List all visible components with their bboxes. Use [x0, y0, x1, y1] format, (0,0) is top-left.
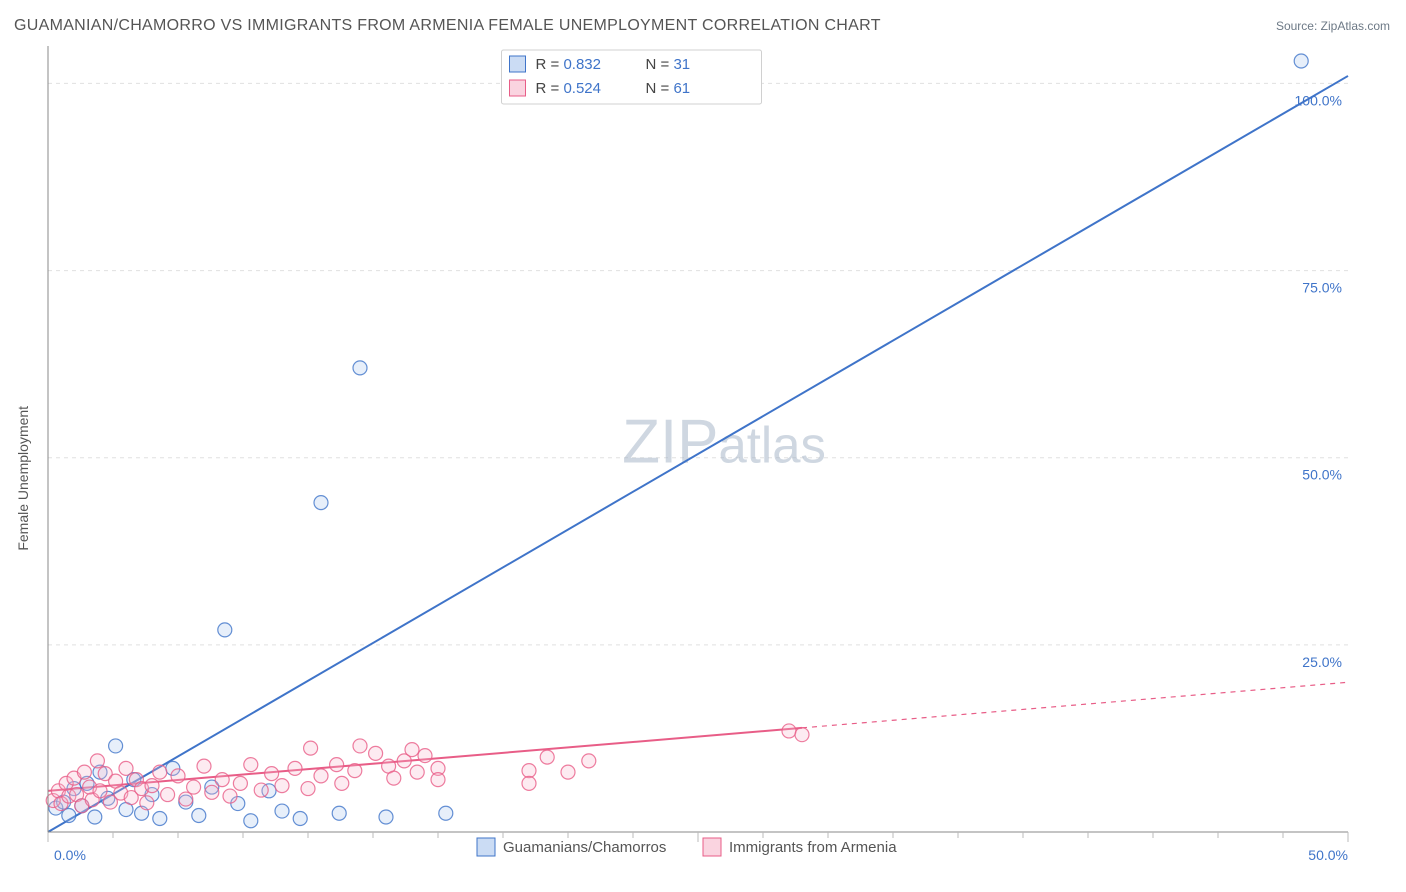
- scatter-point-guamanian: [379, 810, 393, 824]
- y-tick-label: 25.0%: [1302, 654, 1342, 670]
- scatter-point-armenia: [314, 769, 328, 783]
- scatter-point-guamanian: [275, 804, 289, 818]
- chart-title: GUAMANIAN/CHAMORRO VS IMMIGRANTS FROM AR…: [14, 17, 881, 34]
- x-tick-label: 50.0%: [1308, 847, 1348, 863]
- scatter-point-armenia: [387, 771, 401, 785]
- legend-swatch-armenia: [510, 80, 526, 96]
- scatter-point-armenia: [215, 773, 229, 787]
- scatter-point-guamanian: [109, 739, 123, 753]
- scatter-point-armenia: [301, 782, 315, 796]
- scatter-point-armenia: [418, 749, 432, 763]
- scatter-point-armenia: [90, 754, 104, 768]
- bottom-legend-swatch-guamanian: [477, 838, 495, 856]
- scatter-point-armenia: [522, 776, 536, 790]
- scatter-point-armenia: [223, 789, 237, 803]
- y-tick-label: 50.0%: [1302, 467, 1342, 483]
- legend-n-armenia: N = 61: [646, 80, 691, 97]
- scatter-point-armenia: [795, 728, 809, 742]
- scatter-point-guamanian: [314, 496, 328, 510]
- scatter-point-guamanian: [62, 809, 76, 823]
- scatter-point-armenia: [288, 761, 302, 775]
- scatter-point-armenia: [265, 767, 279, 781]
- scatter-point-armenia: [187, 780, 201, 794]
- scatter-point-guamanian: [439, 806, 453, 820]
- scatter-point-guamanian: [293, 812, 307, 826]
- scatter-point-armenia: [179, 792, 193, 806]
- scatter-point-armenia: [431, 773, 445, 787]
- scatter-point-guamanian: [332, 806, 346, 820]
- scatter-point-guamanian: [353, 361, 367, 375]
- scatter-point-armenia: [522, 764, 536, 778]
- scatter-point-armenia: [119, 761, 133, 775]
- bottom-legend-swatch-armenia: [703, 838, 721, 856]
- scatter-point-armenia: [197, 759, 211, 773]
- scatter-point-guamanian: [153, 812, 167, 826]
- scatter-point-armenia: [335, 776, 349, 790]
- x-tick-label: 0.0%: [54, 847, 86, 863]
- scatter-point-armenia: [93, 784, 107, 798]
- scatter-point-armenia: [161, 788, 175, 802]
- scatter-point-armenia: [275, 779, 289, 793]
- correlation-chart: 25.0% 50.0% 75.0% 100.0% ZIPatlas 0.0% 50.0% GU…: [0, 0, 1406, 892]
- scatter-point-guamanian: [1294, 54, 1308, 68]
- scatter-point-guamanian: [244, 814, 258, 828]
- scatter-point-armenia: [348, 764, 362, 778]
- scatter-point-armenia: [405, 743, 419, 757]
- scatter-point-armenia: [353, 739, 367, 753]
- scatter-point-guamanian: [218, 623, 232, 637]
- y-axis-label: Female Unemployment: [15, 406, 31, 551]
- scatter-point-guamanian: [192, 809, 206, 823]
- scatter-point-armenia: [244, 758, 258, 772]
- watermark: ZIPatlas: [622, 408, 826, 477]
- scatter-point-armenia: [540, 750, 554, 764]
- scatter-point-armenia: [153, 765, 167, 779]
- y-tick-label: 75.0%: [1302, 280, 1342, 296]
- scatter-point-armenia: [254, 783, 268, 797]
- legend-swatch-guamanian: [510, 56, 526, 72]
- scatter-point-armenia: [77, 765, 91, 779]
- legend-r-guamanian: R = 0.832: [536, 56, 601, 73]
- legend-r-armenia: R = 0.524: [536, 80, 601, 97]
- legend-n-guamanian: N = 31: [646, 56, 691, 73]
- scatter-point-armenia: [369, 746, 383, 760]
- scatter-point-armenia: [145, 779, 159, 793]
- scatter-point-armenia: [782, 724, 796, 738]
- scatter-point-armenia: [561, 765, 575, 779]
- scatter-point-armenia: [330, 758, 344, 772]
- bottom-legend-label-armenia: Immigrants from Armenia: [729, 839, 897, 856]
- scatter-point-armenia: [304, 741, 318, 755]
- scatter-point-armenia: [205, 785, 219, 799]
- source-label: Source: ZipAtlas.com: [1276, 19, 1390, 33]
- bottom-legend-label-guamanian: Guamanians/Chamorros: [503, 839, 666, 856]
- y-tick-label: 100.0%: [1295, 92, 1342, 108]
- scatter-point-guamanian: [88, 810, 102, 824]
- scatter-point-armenia: [582, 754, 596, 768]
- scatter-point-armenia: [171, 769, 185, 783]
- scatter-point-armenia: [233, 776, 247, 790]
- scatter-point-armenia: [410, 765, 424, 779]
- scatter-point-armenia: [140, 796, 154, 810]
